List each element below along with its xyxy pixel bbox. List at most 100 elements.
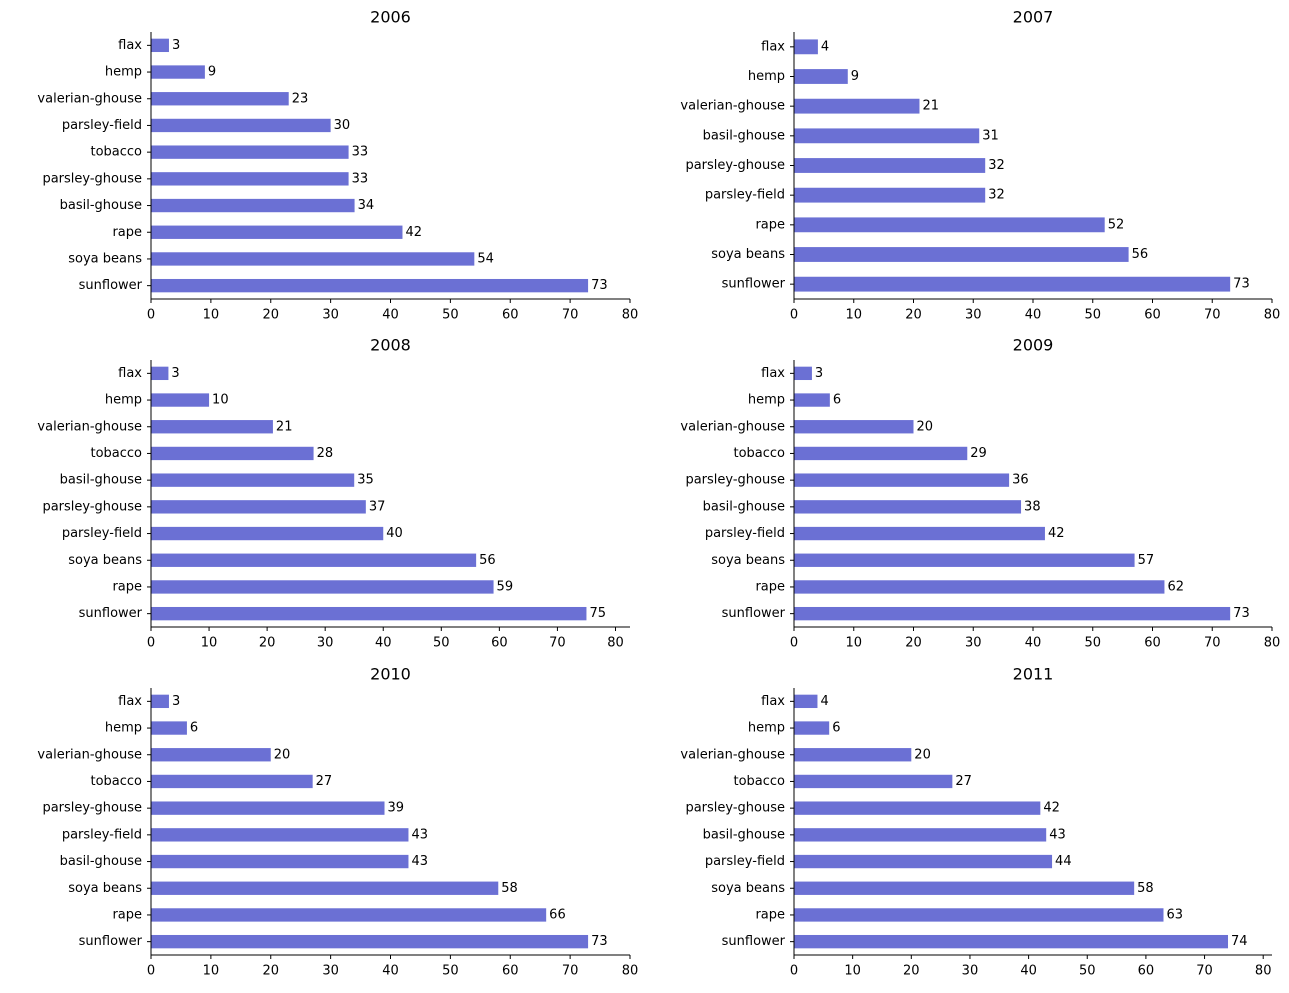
bar-basil-ghouse bbox=[151, 473, 355, 487]
data-label: 63 bbox=[1166, 907, 1183, 922]
x-tick-label: 50 bbox=[442, 308, 459, 323]
x-tick-label: 0 bbox=[147, 964, 155, 979]
x-tick-label: 70 bbox=[1196, 964, 1213, 979]
bar-parsley-ghouse bbox=[794, 158, 986, 173]
bar-flax bbox=[794, 366, 812, 381]
bar-soya-beans bbox=[151, 553, 477, 567]
category-label: flax bbox=[118, 694, 142, 709]
category-label: basil-ghouse bbox=[60, 854, 142, 869]
bar-basil-ghouse bbox=[151, 198, 355, 213]
category-label: sunflower bbox=[79, 934, 143, 949]
data-label: 21 bbox=[922, 99, 939, 114]
category-label: basil-ghouse bbox=[703, 499, 785, 514]
data-label: 4 bbox=[820, 694, 828, 709]
category-label: valerian-ghouse bbox=[680, 99, 785, 114]
category-label: parsley-ghouse bbox=[42, 171, 142, 186]
category-label: parsley-ghouse bbox=[42, 499, 142, 514]
data-label: 42 bbox=[405, 225, 422, 240]
data-label: 56 bbox=[1132, 247, 1149, 262]
bar-basil-ghouse bbox=[794, 128, 980, 144]
x-tick-label: 60 bbox=[491, 636, 508, 651]
data-label: 42 bbox=[1043, 801, 1060, 816]
chart-title: 2009 bbox=[1013, 336, 1054, 355]
x-tick-label: 80 bbox=[1264, 636, 1281, 651]
x-tick-label: 10 bbox=[844, 964, 861, 979]
category-label: flax bbox=[761, 366, 785, 381]
bar-parsley-field bbox=[151, 118, 331, 133]
chart-title: 2010 bbox=[370, 665, 411, 684]
bar-parsley-ghouse bbox=[151, 801, 385, 815]
bar-tobacco bbox=[151, 145, 349, 159]
x-tick-label: 50 bbox=[1079, 964, 1096, 979]
category-label: soya beans bbox=[711, 881, 785, 896]
x-tick-label: 30 bbox=[322, 308, 339, 323]
category-label: flax bbox=[118, 366, 142, 381]
data-label: 58 bbox=[1137, 881, 1154, 896]
x-tick-label: 80 bbox=[607, 636, 624, 651]
x-tick-label: 70 bbox=[1204, 308, 1221, 323]
x-tick-label: 40 bbox=[382, 308, 399, 323]
bar-valerian-ghouse bbox=[151, 420, 273, 434]
x-tick-label: 0 bbox=[790, 308, 798, 323]
x-tick-label: 20 bbox=[905, 308, 922, 323]
category-label: hemp bbox=[105, 65, 142, 80]
x-tick-label: 70 bbox=[1204, 636, 1221, 651]
bar-valerian-ghouse bbox=[151, 748, 271, 762]
data-label: 35 bbox=[357, 473, 374, 488]
x-tick-label: 20 bbox=[905, 636, 922, 651]
category-label: parsley-field bbox=[705, 526, 785, 541]
x-tick-label: 10 bbox=[203, 964, 220, 979]
chart-panel-2009: 2009 3 flax 6 hemp 20 valerian-ghouse 29 tobacco… bbox=[680, 336, 1280, 651]
data-label: 6 bbox=[190, 721, 198, 736]
data-label: 33 bbox=[352, 145, 369, 160]
category-label: basil-ghouse bbox=[60, 473, 142, 488]
data-label: 23 bbox=[292, 91, 309, 106]
category-label: flax bbox=[761, 39, 785, 54]
chart-title: 2011 bbox=[1013, 665, 1054, 684]
x-tick-label: 80 bbox=[1255, 964, 1272, 979]
chart-title: 2007 bbox=[1013, 8, 1054, 27]
data-label: 10 bbox=[212, 393, 229, 408]
category-label: tobacco bbox=[90, 145, 142, 160]
category-label: hemp bbox=[105, 393, 142, 408]
category-label: soya beans bbox=[68, 251, 142, 266]
bar-flax bbox=[151, 366, 169, 381]
bar-parsley-ghouse bbox=[794, 801, 1041, 815]
bar-flax bbox=[151, 694, 169, 709]
category-label: rape bbox=[112, 225, 142, 240]
category-label: sunflower bbox=[722, 606, 786, 621]
bar-tobacco bbox=[151, 774, 313, 789]
category-label: rape bbox=[755, 579, 785, 594]
bar-tobacco bbox=[794, 446, 968, 461]
x-tick-label: 0 bbox=[147, 308, 155, 323]
bar-valerian-ghouse bbox=[794, 98, 920, 114]
bar-rape bbox=[151, 580, 494, 594]
category-label: rape bbox=[755, 217, 785, 232]
data-label: 59 bbox=[497, 579, 514, 594]
data-label: 32 bbox=[988, 188, 1005, 203]
category-label: sunflower bbox=[79, 278, 143, 293]
category-label: hemp bbox=[105, 721, 142, 736]
data-label: 66 bbox=[549, 907, 566, 922]
data-label: 54 bbox=[477, 251, 494, 266]
category-label: soya beans bbox=[68, 881, 142, 896]
bar-sunflower bbox=[151, 934, 589, 949]
category-label: basil-ghouse bbox=[703, 827, 785, 842]
data-label: 43 bbox=[1049, 827, 1066, 842]
x-tick-label: 30 bbox=[317, 636, 334, 651]
x-tick-label: 10 bbox=[845, 308, 862, 323]
bar-soya-beans bbox=[794, 247, 1129, 262]
x-tick-label: 30 bbox=[962, 964, 979, 979]
x-tick-label: 60 bbox=[1144, 308, 1161, 323]
data-label: 20 bbox=[274, 747, 291, 762]
x-tick-label: 30 bbox=[965, 636, 982, 651]
bar-sunflower bbox=[794, 606, 1231, 621]
x-tick-label: 0 bbox=[790, 964, 798, 979]
x-tick-label: 60 bbox=[1144, 636, 1161, 651]
category-label: parsley-field bbox=[62, 118, 142, 133]
bar-hemp bbox=[794, 69, 848, 84]
x-tick-label: 50 bbox=[1084, 308, 1101, 323]
data-label: 73 bbox=[1233, 606, 1250, 621]
bar-sunflower bbox=[794, 934, 1229, 949]
